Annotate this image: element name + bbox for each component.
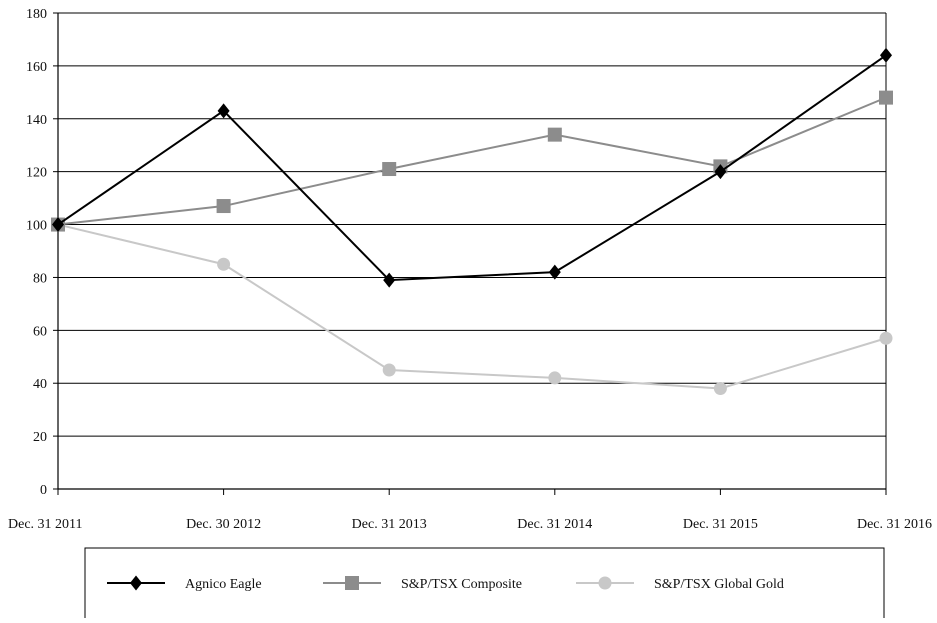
legend-item: Agnico Eagle: [107, 575, 262, 592]
legend-item: S&P/TSX Global Gold: [576, 576, 784, 592]
y-tick-label: 180: [26, 7, 47, 22]
data-point: [217, 257, 231, 271]
legend-label: S&P/TSX Composite: [401, 577, 522, 592]
y-tick-label: 0: [40, 483, 47, 498]
legend: Agnico Eagle S&P/TSX Composite S&P/TSX Glo…: [84, 547, 885, 618]
legend-marker: [130, 575, 142, 591]
y-tick-label: 80: [33, 271, 47, 286]
legend-label: Agnico Eagle: [185, 577, 262, 592]
data-point: [714, 164, 727, 180]
gridlines: [58, 12, 886, 490]
data-point: [547, 127, 562, 142]
series-line: [57, 54, 887, 282]
y-tick-label: 40: [33, 377, 47, 392]
series-agnico-eagle: [52, 47, 892, 288]
data-point: [548, 371, 562, 385]
series-s-p-tsx-composite: [51, 90, 893, 232]
y-tick-label: 60: [33, 324, 47, 339]
legend-marker: [598, 576, 612, 590]
series-line: [57, 223, 887, 390]
series-s-p-tsx-global-gold: [51, 218, 893, 396]
data-point: [713, 382, 727, 396]
data-point: [879, 90, 893, 105]
data-point: [382, 363, 396, 377]
x-tick-label: Dec. 31 2013: [352, 517, 427, 532]
x-tick-label: Dec. 30 2012: [186, 517, 261, 532]
legend-box: [84, 547, 885, 618]
legend-item: S&P/TSX Composite: [323, 576, 522, 592]
legend-marker: [345, 576, 359, 590]
data-point: [382, 162, 397, 177]
tick-labels: 0 20 40 60 80 100 120 140 160 180 Dec. 31 2011 Dec.…: [8, 7, 932, 532]
data-point: [383, 272, 396, 288]
series-line: [57, 96, 887, 226]
y-tick-label: 140: [26, 113, 47, 128]
x-tick-label: Dec. 31 2014: [517, 517, 592, 532]
data-point: [548, 264, 561, 280]
y-tick-label: 20: [33, 430, 47, 445]
x-tick-label: Dec. 31 2016: [857, 517, 932, 532]
data-point: [217, 103, 230, 119]
data-point: [52, 217, 64, 233]
data-point: [880, 47, 892, 63]
legend-label: S&P/TSX Global Gold: [654, 577, 784, 592]
x-tick-label: Dec. 31 2011: [8, 517, 83, 532]
data-point: [216, 199, 231, 214]
y-tick-label: 100: [26, 219, 47, 234]
y-tick-label: 120: [26, 166, 47, 181]
y-tick-label: 160: [26, 60, 47, 75]
data-point: [879, 331, 893, 345]
x-tick-label: Dec. 31 2015: [683, 517, 758, 532]
series-lines: [51, 47, 893, 396]
